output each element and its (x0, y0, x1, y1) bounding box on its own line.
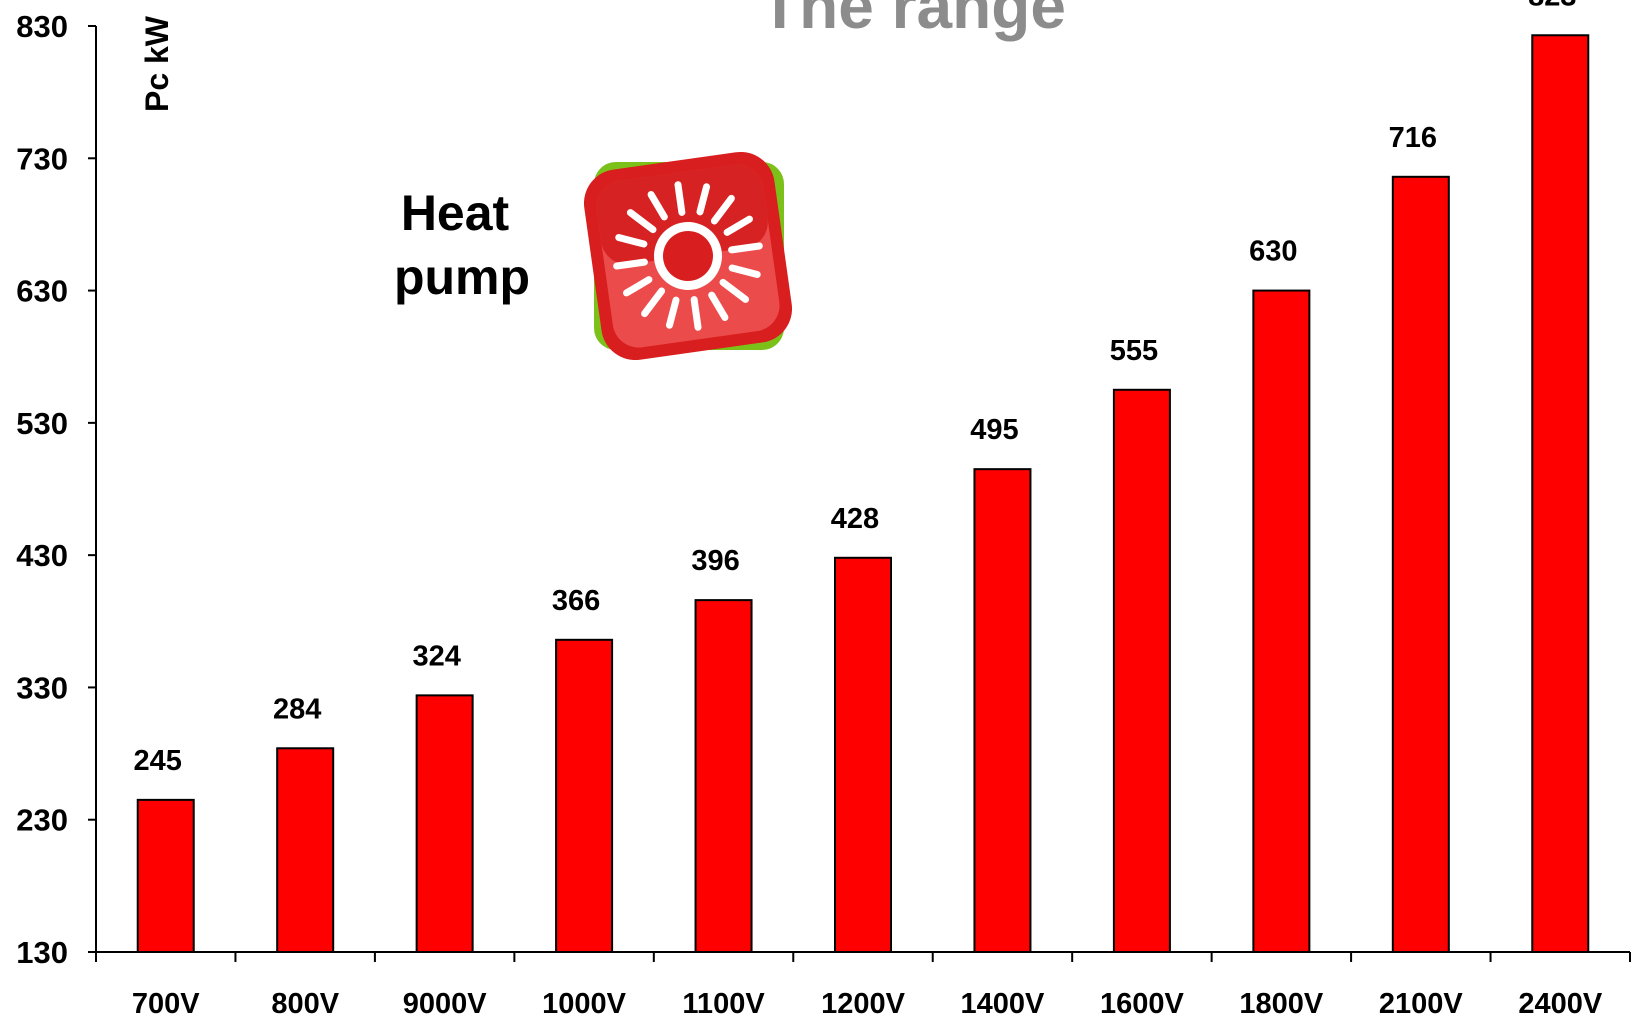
value-label: 324 (412, 640, 460, 672)
value-label: 630 (1249, 236, 1297, 268)
bar (1391, 175, 1450, 953)
y-tick-label: 730 (16, 141, 68, 176)
x-tick-label: 1100V (682, 988, 765, 1018)
chart-title: The range (760, 0, 1066, 42)
y-tick-label: 430 (16, 538, 68, 573)
y-tick-label: 330 (16, 670, 68, 705)
value-label: 284 (273, 693, 321, 725)
value-label: 823 (1528, 0, 1576, 12)
x-tick-label: 800V (271, 988, 339, 1018)
value-label: 366 (552, 585, 600, 617)
bar (1252, 289, 1311, 954)
y-tick-label: 130 (16, 935, 68, 970)
value-label: 716 (1389, 122, 1437, 154)
y-tick-label: 630 (16, 274, 68, 309)
bar (136, 798, 195, 953)
annotation: pump (394, 249, 530, 305)
x-tick-label: 1600V (1100, 988, 1185, 1018)
value-label: 555 (1110, 335, 1158, 367)
bar (555, 638, 614, 953)
value-label: 428 (831, 503, 879, 535)
value-label: 495 (970, 414, 1018, 446)
bar (973, 468, 1032, 953)
heat-pump-icon (583, 151, 793, 361)
value-label: 245 (134, 745, 182, 777)
y-axis-label: Pc kW (139, 15, 175, 112)
x-tick-label: 700V (132, 988, 200, 1018)
x-tick-label: 1400V (961, 988, 1046, 1018)
bar (1112, 388, 1171, 953)
x-tick-label: 2400V (1518, 988, 1603, 1018)
annotation: Heat (401, 185, 510, 241)
bar (276, 747, 335, 954)
value-label: 396 (691, 545, 739, 577)
x-tick-label: 2100V (1379, 988, 1464, 1018)
x-tick-label: 1000V (542, 988, 627, 1018)
bar (694, 599, 753, 953)
x-tick-label: 9000V (403, 988, 488, 1018)
bar (415, 694, 474, 953)
bar (834, 556, 892, 953)
x-tick-label: 1200V (821, 988, 906, 1018)
y-tick-label: 230 (16, 803, 68, 838)
y-tick-label: 830 (16, 9, 68, 44)
x-tick-label: 1800V (1239, 988, 1324, 1018)
bar (1531, 34, 1590, 953)
y-tick-label: 530 (16, 406, 68, 441)
